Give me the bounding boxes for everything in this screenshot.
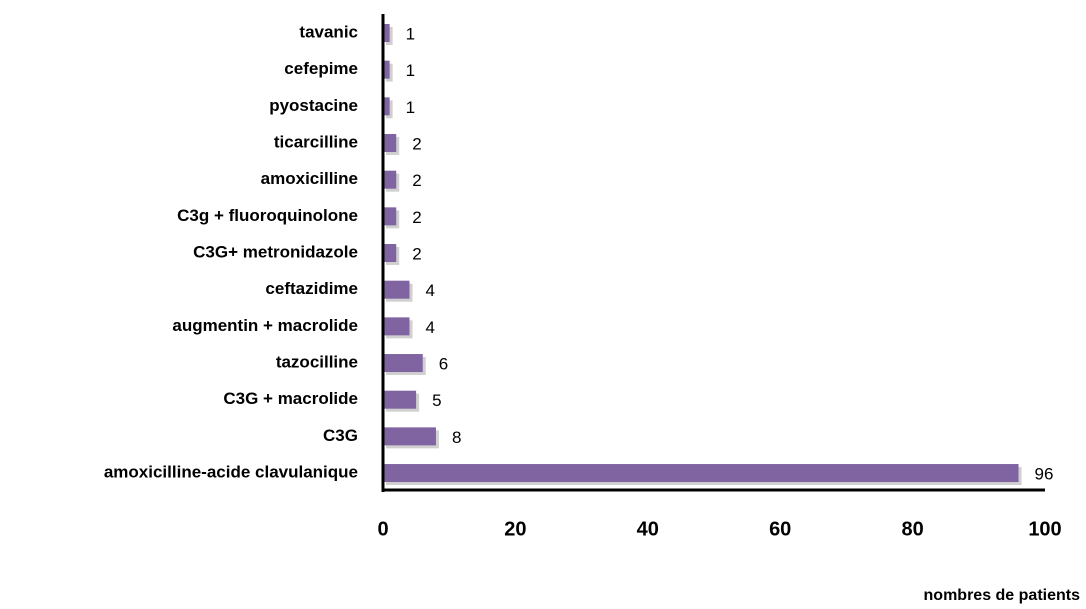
y-tick-label: amoxicilline-acide clavulanique: [104, 463, 358, 482]
bar: [383, 464, 1019, 483]
bar: [383, 390, 417, 409]
y-tick-label: ceftazidime: [265, 279, 358, 298]
data-label: 8: [452, 428, 461, 447]
bar: [383, 134, 397, 153]
x-axis-label: nombres de patients: [924, 587, 1081, 604]
data-label: 1: [406, 61, 415, 80]
y-tick-label: amoxicilline: [261, 169, 358, 188]
y-tick-label: C3G + macrolide: [223, 389, 358, 408]
bar: [383, 170, 397, 189]
x-tick-label: 60: [769, 518, 791, 540]
data-label: 1: [406, 24, 415, 43]
y-tick-label: cefepime: [284, 59, 358, 78]
bar: [383, 60, 390, 79]
data-label: 96: [1035, 465, 1054, 484]
y-tick-label: augmentin + macrolide: [172, 316, 358, 335]
data-label: 4: [425, 318, 434, 337]
bar: [383, 317, 410, 336]
x-tick-label: 20: [504, 518, 526, 540]
data-label: 2: [412, 208, 421, 227]
data-label: 6: [439, 355, 448, 374]
bar: [383, 280, 410, 299]
bar: [383, 427, 436, 446]
bar: [383, 24, 390, 42]
data-label: 1: [406, 98, 415, 117]
bar: [383, 97, 390, 116]
data-label: 2: [412, 134, 421, 153]
x-tick-label: 80: [901, 518, 923, 540]
bar: [383, 244, 397, 263]
y-tick-label: ticarcilline: [274, 132, 358, 151]
bar: [383, 207, 397, 226]
x-tick-label: 0: [377, 518, 388, 540]
data-label: 2: [412, 245, 421, 264]
data-label: 5: [432, 391, 441, 410]
y-tick-label: pyostacine: [269, 96, 358, 115]
y-tick-label: C3g + fluoroquinolone: [177, 206, 358, 225]
y-tick-label: C3G: [323, 426, 358, 445]
x-tick-label: 40: [637, 518, 659, 540]
data-label: 4: [425, 281, 434, 300]
bar: [383, 354, 423, 373]
y-tick-label: tazocilline: [276, 353, 358, 372]
data-label: 2: [412, 171, 421, 190]
y-tick-label: tavanic: [299, 22, 358, 41]
x-tick-label: 100: [1028, 518, 1061, 540]
y-tick-label: C3G+ metronidazole: [193, 243, 358, 262]
